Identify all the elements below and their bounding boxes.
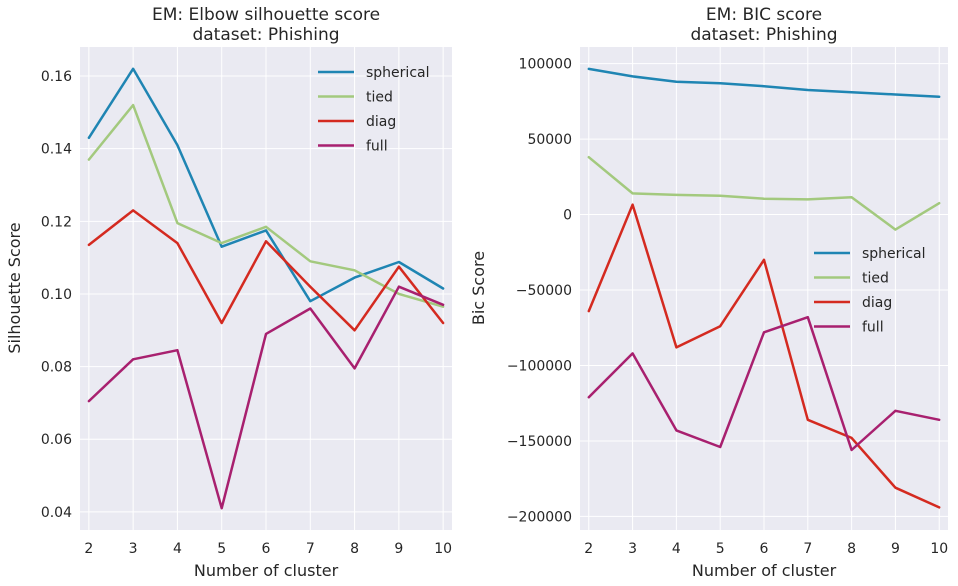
y-tick-label: 0.04: [41, 505, 72, 521]
y-tick-label: 0.06: [41, 432, 72, 448]
series-line-full: [587, 315, 941, 452]
chart-title-line-2: dataset: Phishing: [192, 25, 339, 45]
ticks: 2 3 4 5 6 7 8 9 10 0.04 0.06 0.08 0.10 0.12 0.14 0.16: [41, 69, 452, 557]
legend-label-diag: diag: [862, 295, 892, 311]
series: [87, 67, 445, 510]
y-tick-label: 0.14: [41, 142, 72, 158]
legend-label-spherical: spherical: [862, 246, 925, 262]
series-line-spherical: [87, 67, 445, 303]
x-tick-label: 9: [394, 541, 403, 557]
x-tick-label: 5: [716, 541, 725, 557]
x-tick-label: 8: [847, 541, 856, 557]
x-axis-label: Number of cluster: [194, 561, 339, 580]
x-tick-label: 3: [628, 541, 637, 557]
series-line-tied: [587, 155, 941, 231]
y-axis-label: Bic Score: [469, 251, 488, 325]
legend-label-full: full: [366, 139, 388, 155]
x-tick-label: 9: [891, 541, 900, 557]
x-tick-label: 6: [760, 541, 769, 557]
x-tick-label: 6: [262, 541, 271, 557]
x-tick-label: 4: [173, 541, 182, 557]
y-tick-label: 0.08: [41, 360, 72, 376]
legend: spherical tied diag full: [814, 246, 925, 336]
bic-chart: EM: BIC score dataset: Phishing Number o…: [469, 5, 948, 580]
y-tick-label: 0.10: [41, 287, 72, 303]
x-tick-label: 7: [803, 541, 812, 557]
legend: spherical tied diag full: [318, 65, 429, 155]
series-line-spherical: [587, 67, 941, 99]
series-line-diag: [587, 203, 941, 509]
ticks: 2 3 4 5 6 7 8 9 10 −200000 −150000 −100000 −50000 0 50…: [507, 57, 948, 557]
legend-label-diag: diag: [366, 114, 396, 130]
chart-title-line-1: EM: BIC score: [706, 5, 822, 25]
series-line-full: [87, 285, 445, 510]
y-tick-label: 0.16: [41, 69, 72, 85]
legend-label-full: full: [862, 320, 884, 336]
x-tick-label: 2: [584, 541, 593, 557]
y-tick-label: 50000: [527, 132, 572, 148]
x-tick-label: 10: [434, 541, 452, 557]
chart-title-line-2: dataset: Phishing: [690, 25, 837, 45]
y-tick-label: −50000: [516, 283, 572, 299]
legend-label-tied: tied: [366, 90, 393, 106]
x-tick-label: 5: [217, 541, 226, 557]
legend-label-spherical: spherical: [366, 65, 429, 81]
grid: [80, 47, 452, 530]
x-axis-label: Number of cluster: [692, 561, 837, 580]
series-line-diag: [87, 209, 445, 332]
x-tick-label: 7: [306, 541, 315, 557]
y-axis-label: Silhouette Score: [5, 222, 24, 353]
x-tick-label: 8: [350, 541, 359, 557]
y-tick-label: −200000: [507, 509, 572, 525]
chart-title-line-1: EM: Elbow silhouette score: [152, 5, 380, 25]
y-tick-label: 100000: [519, 57, 572, 73]
y-tick-label: −150000: [507, 434, 572, 450]
legend-label-tied: tied: [862, 271, 889, 287]
series: [587, 67, 941, 509]
x-tick-label: 3: [129, 541, 138, 557]
y-tick-label: 0: [563, 208, 572, 224]
x-tick-label: 10: [930, 541, 948, 557]
silhouette-chart: EM: Elbow silhouette score dataset: Phis…: [5, 5, 452, 580]
y-tick-label: −100000: [507, 358, 572, 374]
y-tick-label: 0.12: [41, 214, 72, 230]
x-tick-label: 2: [84, 541, 93, 557]
x-tick-label: 4: [672, 541, 681, 557]
